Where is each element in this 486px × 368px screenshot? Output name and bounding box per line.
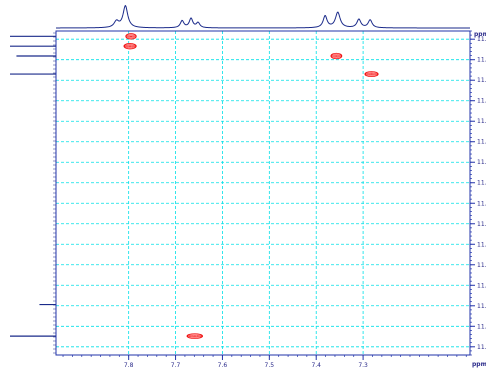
cross-peak-inner-contour (128, 45, 133, 48)
y-tick-label: 11. (477, 241, 486, 248)
cross-peak-inner-contour (192, 335, 198, 338)
cross-peak-inner-contour (128, 34, 134, 38)
cross-peak-inner-contour (188, 333, 202, 339)
cross-peak-inner-contour (333, 54, 340, 58)
y-tick-label: 11. (477, 118, 486, 125)
cross-peak-inner-contour (331, 53, 342, 59)
cross-peak-inner-contour (124, 43, 136, 49)
x-tick-label: 7.7 (171, 362, 181, 368)
y-tick-label: 11. (477, 282, 486, 289)
cross-peak-inner-contour (334, 54, 339, 58)
y-tick-label: 11. (477, 200, 486, 207)
y-tick-label: 11. (477, 221, 486, 228)
x-axis-unit-label: ppm (472, 361, 486, 368)
y-tick-label: 11. (477, 36, 486, 43)
cross-peak-inner-contour (126, 44, 134, 48)
horizontal-gridlines (56, 38, 470, 348)
cross-peak-inner-contour (189, 334, 201, 338)
y-tick-label: 11. (477, 262, 486, 269)
y-axis: 11. 11. 11. 11. 11. 11. 11. 11. 11. 11. 11. 11. 11. 1… (470, 30, 486, 356)
x-tick-label: 7.3 (358, 362, 368, 368)
cross-peak-inner-contour (365, 71, 378, 77)
cross-peak (186, 333, 204, 339)
vertical-gridlines (128, 31, 364, 355)
y-tick-label: 11. (477, 159, 486, 166)
x-axis: 7.8 7.7 7.6 7.5 7.4 7.3 (62, 355, 467, 368)
top-trace-line (56, 4, 470, 29)
cross-peaks (123, 33, 379, 339)
cross-peak-inner-contour (129, 35, 133, 38)
top-projection-spectrum (56, 4, 470, 29)
cross-peak (123, 43, 137, 50)
x-tick-label: 7.8 (124, 362, 134, 368)
y-tick-label: 11. (477, 180, 486, 187)
cross-peak (125, 33, 137, 40)
cross-peak-inner-contour (126, 33, 136, 39)
cross-peak-inner-contour (127, 34, 135, 39)
cross-peak (364, 71, 379, 78)
cross-peak-inner-contour (125, 44, 135, 49)
cross-peak (330, 52, 343, 60)
y-tick-label: 11. (477, 323, 486, 330)
plot-frame (55, 30, 471, 356)
y-tick-label: 11. (477, 57, 486, 64)
cross-peak-inner-contour (368, 72, 375, 76)
y-tick-label: 11. (477, 77, 486, 84)
y-tick-label: 11. (477, 303, 486, 310)
cross-peak-inner-contour (367, 72, 377, 76)
y-axis-unit-label: ppm (474, 31, 486, 38)
left-projection-spectrum (10, 32, 56, 354)
x-tick-label: 7.6 (218, 362, 228, 368)
x-tick-label: 7.4 (311, 362, 321, 368)
cross-peak-inner-contour (190, 334, 199, 338)
y-tick-label: 11. (477, 344, 486, 351)
cross-peak-inner-contour (369, 73, 374, 76)
x-tick-label: 7.5 (265, 362, 275, 368)
cross-peak-inner-contour (332, 54, 341, 59)
y-tick-label: 11. (477, 139, 486, 146)
y-tick-label: 11. (477, 98, 486, 105)
